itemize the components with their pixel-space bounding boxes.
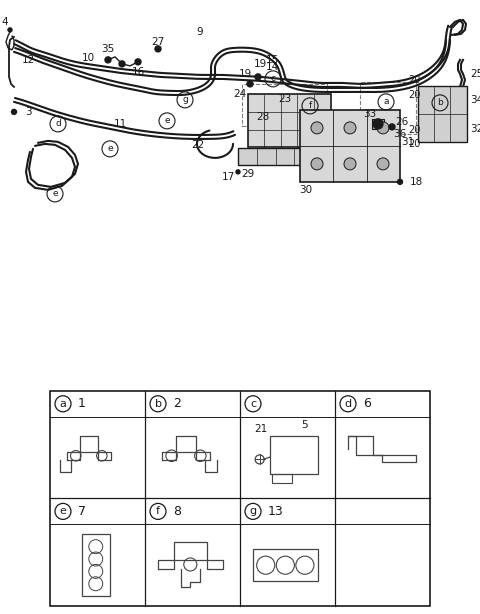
Bar (242, 84, 327, 126)
Bar (238, 148, 313, 165)
Text: 13: 13 (268, 505, 284, 518)
Text: 18: 18 (410, 177, 423, 187)
Circle shape (344, 158, 356, 170)
Text: b: b (437, 98, 443, 107)
Text: 23: 23 (278, 94, 292, 104)
Text: 20: 20 (408, 75, 420, 85)
Text: 30: 30 (300, 185, 312, 195)
Circle shape (373, 119, 383, 129)
Bar (270, 435, 318, 474)
Circle shape (344, 122, 356, 134)
Text: 29: 29 (241, 169, 254, 179)
Bar (273, 474, 292, 483)
Text: a: a (383, 98, 389, 106)
Text: f: f (308, 101, 312, 111)
Text: 9: 9 (197, 27, 204, 37)
Text: 14: 14 (265, 62, 278, 72)
Circle shape (247, 81, 253, 87)
Text: 10: 10 (82, 53, 95, 63)
Text: e: e (107, 144, 113, 154)
Circle shape (311, 122, 323, 134)
Text: 11: 11 (113, 119, 127, 129)
Circle shape (135, 59, 141, 65)
Text: 31: 31 (401, 137, 415, 147)
Circle shape (377, 122, 389, 134)
Text: d: d (55, 119, 61, 128)
Text: 33: 33 (363, 109, 377, 119)
Text: c: c (250, 398, 256, 409)
Circle shape (311, 158, 323, 170)
Text: 5: 5 (301, 420, 308, 430)
Text: 22: 22 (192, 140, 204, 150)
Text: 25: 25 (470, 69, 480, 79)
Circle shape (155, 46, 161, 52)
Text: 20: 20 (408, 125, 420, 135)
Bar (372, 119, 384, 129)
Text: 20: 20 (408, 90, 420, 100)
Circle shape (119, 61, 125, 67)
Circle shape (105, 57, 111, 63)
Circle shape (12, 109, 16, 114)
Text: 17: 17 (221, 172, 235, 182)
FancyBboxPatch shape (418, 87, 467, 142)
Circle shape (236, 170, 240, 174)
Text: 21: 21 (254, 424, 267, 434)
Text: 20: 20 (408, 139, 420, 149)
Text: e: e (52, 189, 58, 198)
Text: c: c (271, 74, 276, 84)
Text: 27: 27 (151, 37, 165, 47)
Bar (50, 391, 430, 606)
Text: g: g (250, 507, 257, 516)
Text: f: f (156, 507, 160, 516)
Text: 35: 35 (101, 44, 115, 54)
Text: 4: 4 (2, 17, 8, 27)
Text: g: g (182, 95, 188, 104)
Circle shape (397, 179, 403, 184)
FancyBboxPatch shape (248, 95, 331, 147)
Text: 2: 2 (173, 397, 181, 410)
Text: 34: 34 (470, 95, 480, 105)
Text: a: a (60, 398, 66, 409)
Text: e: e (164, 117, 170, 125)
Text: b: b (155, 398, 161, 409)
Bar (360, 82, 416, 134)
Bar (252, 549, 318, 581)
Text: 7: 7 (78, 505, 86, 518)
Text: 26: 26 (396, 117, 408, 127)
Text: d: d (345, 398, 351, 409)
Text: 32: 32 (470, 124, 480, 134)
Text: 19: 19 (253, 59, 266, 69)
Text: 8: 8 (173, 505, 181, 518)
Text: 24: 24 (233, 89, 247, 99)
Text: 36: 36 (394, 129, 407, 139)
Text: 16: 16 (132, 67, 144, 77)
Text: e: e (60, 507, 66, 516)
Text: 12: 12 (22, 55, 35, 65)
Text: 19: 19 (239, 69, 252, 79)
Bar (82, 534, 109, 596)
Text: 6: 6 (363, 397, 371, 410)
Text: 28: 28 (256, 112, 270, 122)
Bar (300, 110, 400, 182)
Circle shape (255, 74, 261, 80)
Text: 1: 1 (78, 397, 86, 410)
Text: 15: 15 (265, 55, 278, 65)
Text: 3: 3 (24, 107, 31, 117)
Circle shape (8, 28, 12, 32)
Circle shape (389, 124, 395, 130)
Circle shape (377, 158, 389, 170)
